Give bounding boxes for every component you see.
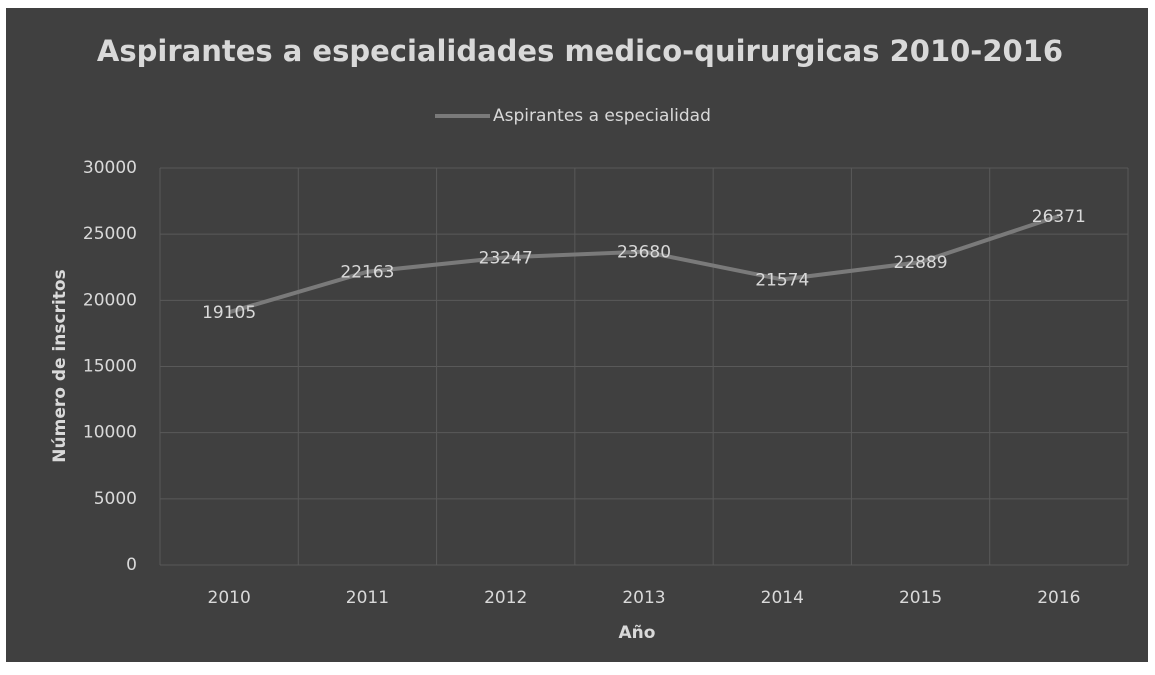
x-tick-label: 2012 [484, 588, 527, 608]
legend-label: Aspirantes a especialidad [493, 106, 711, 126]
y-tick-label: 15000 [83, 357, 137, 377]
data-label: 26371 [1032, 207, 1086, 227]
x-tick-label: 2013 [622, 588, 665, 608]
y-axis-label: Número de inscritos [50, 269, 70, 462]
x-tick-label: 2016 [1037, 588, 1080, 608]
data-label: 22889 [894, 253, 948, 273]
data-label: 23680 [617, 243, 671, 263]
x-tick-label: 2015 [899, 588, 942, 608]
y-tick-label: 10000 [83, 423, 137, 443]
data-label: 21574 [755, 271, 809, 291]
chart-title: Aspirantes a especialidades medico-quiru… [97, 34, 1063, 68]
chart-background [6, 8, 1148, 662]
y-tick-label: 5000 [94, 489, 137, 509]
x-tick-label: 2010 [208, 588, 251, 608]
data-label: 19105 [202, 303, 256, 323]
data-line [228, 214, 1060, 315]
y-tick-label: 25000 [83, 224, 137, 244]
x-axis-label: Año [619, 623, 656, 643]
y-tick-label: 0 [126, 555, 137, 575]
y-tick-label: 20000 [83, 290, 137, 310]
data-label: 22163 [340, 263, 394, 283]
y-tick-label: 30000 [83, 158, 137, 178]
data-label: 23247 [479, 248, 533, 268]
x-tick-label: 2011 [346, 588, 389, 608]
x-tick-label: 2014 [761, 588, 804, 608]
